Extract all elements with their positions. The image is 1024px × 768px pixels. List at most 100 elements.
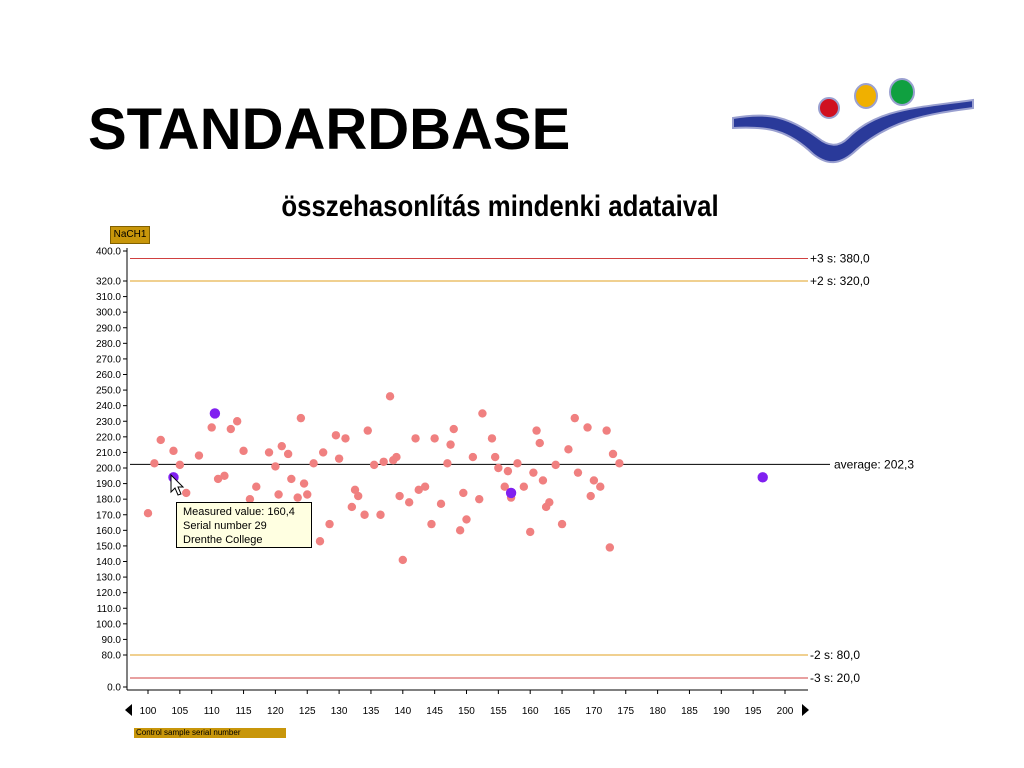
data-point	[274, 490, 283, 499]
reference-label: -3 s: 20,0	[810, 671, 860, 685]
y-tick-label: 90.0	[102, 635, 122, 646]
slide-title: STANDARDBASE	[88, 97, 571, 162]
data-point	[232, 417, 242, 426]
data-point	[379, 457, 388, 466]
data-point	[360, 510, 369, 519]
data-point	[551, 460, 560, 470]
x-tick-label: 175	[617, 706, 634, 717]
x-tick-label: 165	[554, 706, 571, 717]
data-point	[143, 508, 153, 518]
y-tick-label: 400.0	[96, 247, 121, 258]
y-tick-label: 180.0	[96, 495, 121, 506]
reference-label: +3 s: 380,0	[810, 252, 870, 266]
y-tick-label: 200.0	[96, 464, 121, 475]
data-point	[532, 426, 541, 435]
data-point	[309, 459, 318, 468]
x-tick-label: 195	[745, 706, 762, 717]
x-axis-badge[interactable]: Control sample serial number	[134, 728, 286, 738]
data-point	[411, 434, 420, 443]
data-point	[156, 435, 165, 445]
x-tick-label: 115	[236, 706, 252, 717]
data-point	[436, 499, 446, 509]
data-point	[478, 409, 487, 418]
data-point	[455, 526, 465, 535]
data-point	[573, 468, 583, 477]
data-point	[334, 454, 344, 463]
highlighted-data-point	[209, 408, 221, 419]
highlighted-data-point	[757, 472, 768, 483]
data-point	[494, 463, 503, 473]
y-tick-label: 80.0	[102, 651, 122, 662]
y-tick-label: 140.0	[96, 557, 121, 568]
chart-axes: 0.0 80.0 90.0 100.0 110.0 120.0 130.0 140.0 150.…	[96, 247, 809, 717]
data-point	[271, 462, 280, 471]
data-point	[503, 466, 513, 476]
data-point	[169, 446, 178, 456]
x-tick-label: 155	[490, 706, 507, 717]
tooltip-serial-number: Serial number 29	[183, 520, 267, 532]
x-tick-label: 100	[140, 706, 157, 717]
data-point	[385, 392, 395, 401]
data-point	[404, 498, 414, 507]
data-point	[420, 482, 430, 491]
tooltip-measured-value: Measured value: 160,4	[183, 506, 295, 518]
x-tick-label: 170	[586, 706, 603, 717]
data-point	[220, 471, 229, 480]
data-point	[245, 494, 255, 504]
data-point	[303, 490, 312, 499]
point-tooltip: Measured value: 160,4 Serial number 29 D…	[176, 502, 312, 548]
data-point	[427, 519, 436, 529]
data-point	[443, 459, 452, 468]
y-tick-label: 150.0	[96, 541, 121, 552]
data-point	[596, 482, 605, 491]
data-point	[347, 502, 357, 512]
data-point	[490, 452, 500, 462]
data-point	[570, 413, 579, 423]
data-point	[341, 434, 350, 443]
europe-logo-icon	[732, 78, 974, 164]
parameter-badge[interactable]: NaCH1	[110, 226, 150, 244]
data-point	[586, 491, 595, 501]
data-point	[376, 510, 385, 519]
data-point	[468, 452, 478, 462]
data-point	[264, 448, 274, 457]
data-point	[475, 494, 484, 504]
x-tick-label: 190	[713, 706, 730, 717]
x-tick-label: 135	[363, 706, 380, 717]
data-point	[589, 476, 599, 485]
x-tick-label: 200	[777, 706, 794, 717]
reference-label: average: 202,3	[834, 457, 914, 471]
data-point	[519, 482, 529, 491]
data-point	[226, 424, 236, 434]
data-point	[545, 498, 554, 507]
data-point	[331, 431, 341, 440]
x-tick-label: 120	[267, 706, 284, 717]
x-tick-label: 185	[681, 706, 698, 717]
highlighted-data-point	[505, 487, 517, 499]
data-point	[513, 459, 522, 468]
reference-lines: +3 s: 380,0 +2 s: 320,0 average: 202,3 -2 s…	[130, 252, 914, 685]
data-point	[583, 423, 592, 432]
y-tick-label: 190.0	[96, 479, 121, 490]
data-point	[500, 482, 509, 491]
data-point	[535, 438, 544, 448]
data-point	[487, 434, 497, 443]
data-point	[605, 543, 615, 552]
scroll-right-icon	[802, 704, 809, 716]
x-tick-label: 125	[299, 706, 316, 717]
y-tick-label: 120.0	[96, 588, 121, 599]
y-tick-label: 160.0	[96, 526, 121, 537]
tooltip-institution: Drenthe College	[183, 534, 263, 546]
y-tick-label: 230.0	[96, 417, 121, 428]
logo-swoosh	[732, 98, 974, 164]
data-point	[182, 488, 191, 498]
data-point	[175, 460, 185, 470]
data-point	[564, 445, 573, 454]
data-point	[529, 468, 538, 477]
data-point	[430, 434, 439, 443]
y-tick-label: 100.0	[96, 619, 121, 630]
x-tick-label: 150	[458, 706, 475, 717]
x-tick-label: 140	[394, 706, 411, 717]
y-tick-label: 290.0	[96, 323, 121, 334]
